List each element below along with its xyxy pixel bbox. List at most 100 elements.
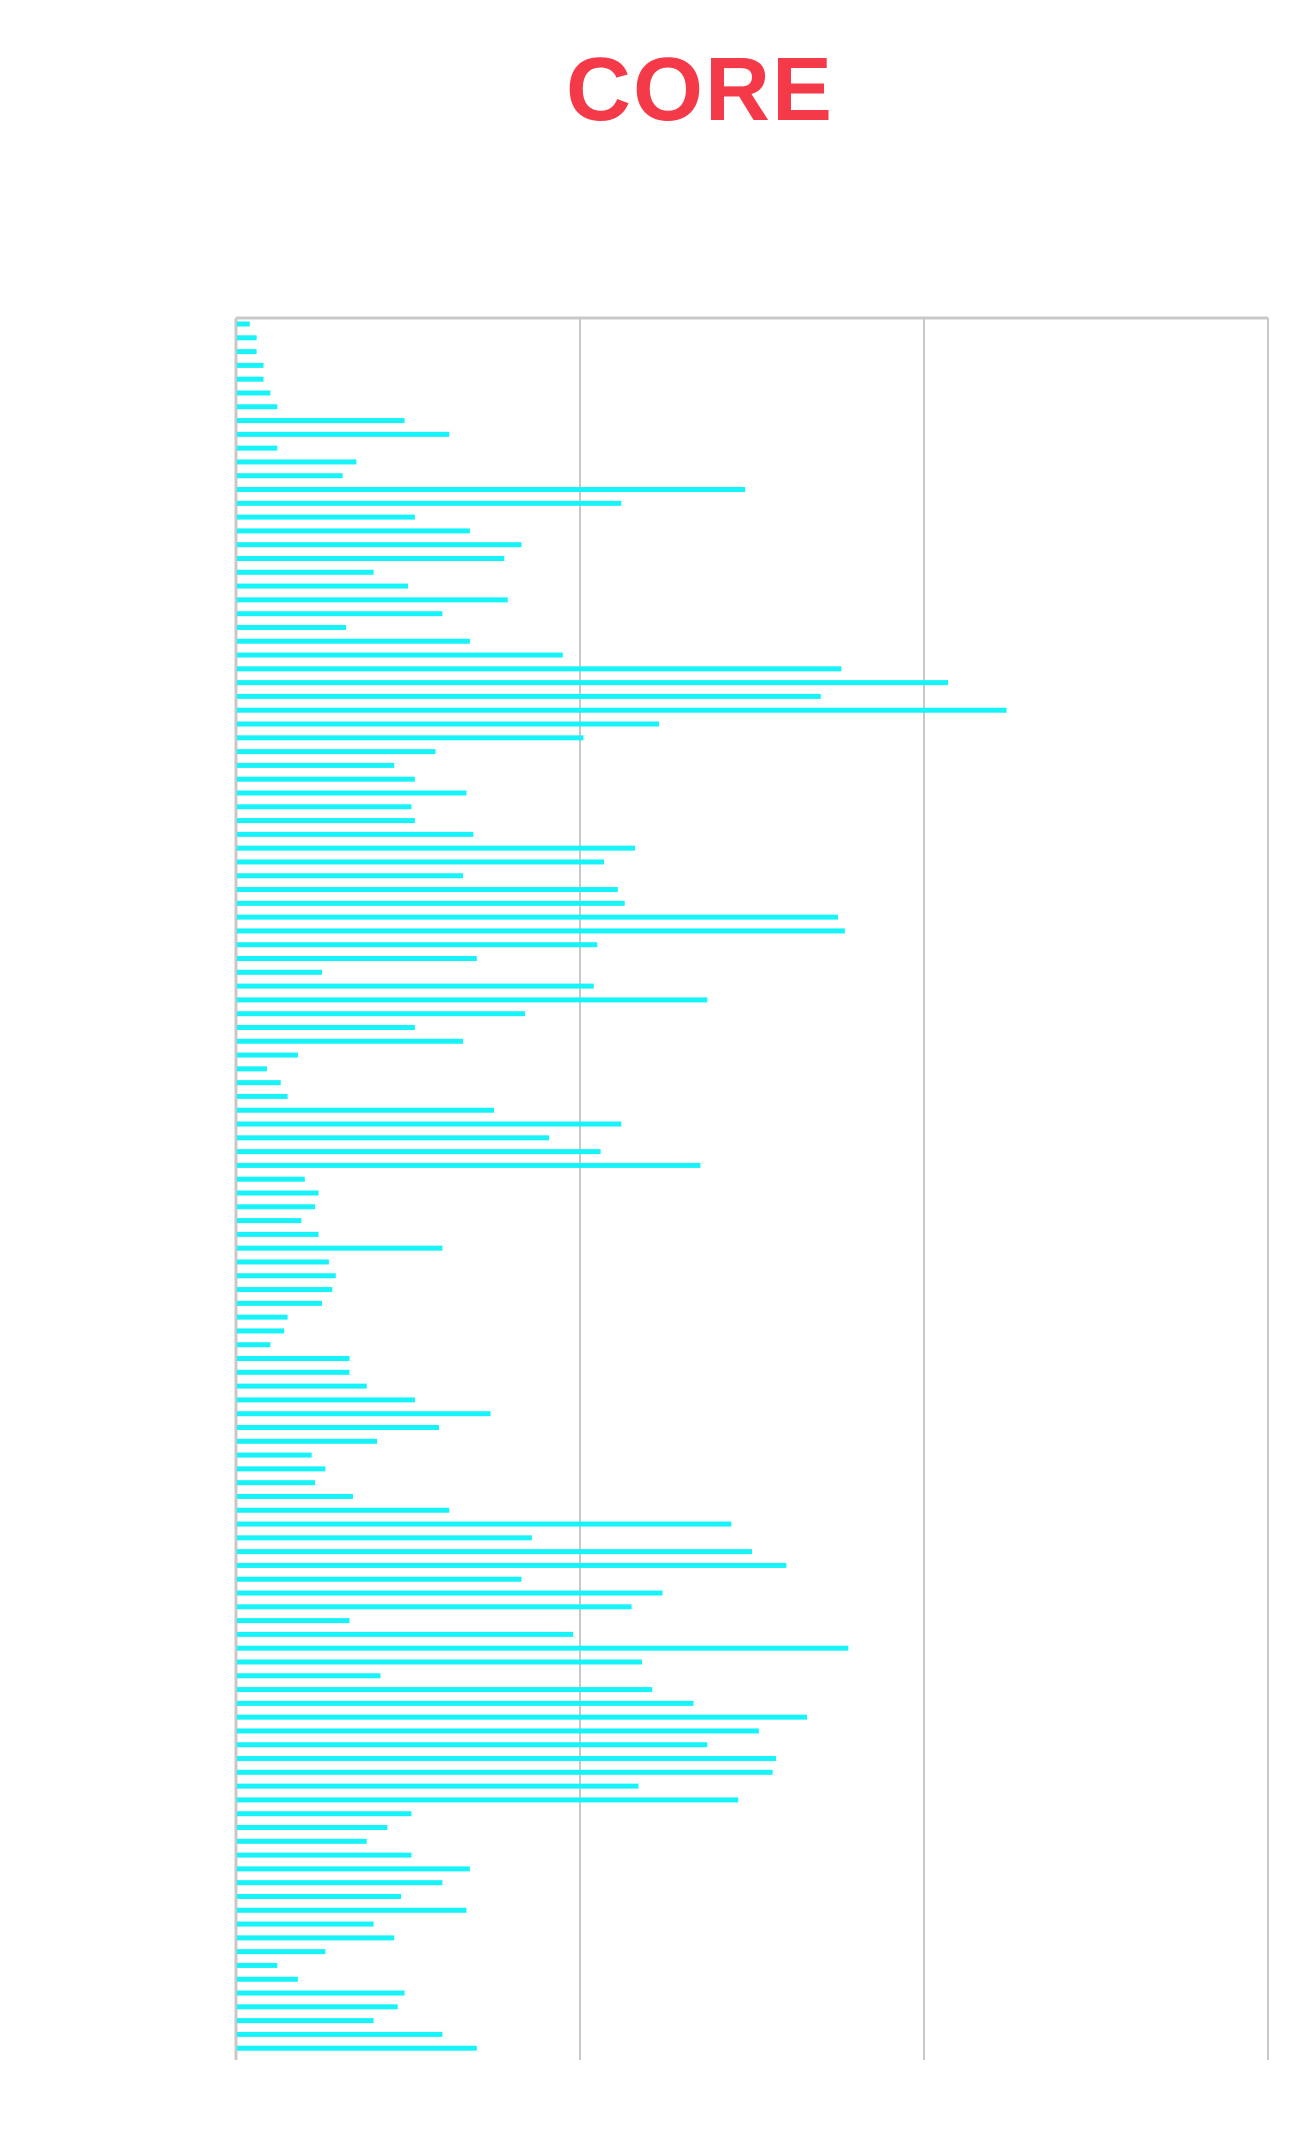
bar-27: [237, 693, 821, 699]
bar-56: [237, 1093, 288, 1099]
bar-87: [237, 1521, 732, 1527]
bar-97: [237, 1659, 642, 1665]
bar-124: [237, 2031, 443, 2037]
bar-123: [237, 2018, 374, 2024]
bar-100: [237, 1700, 694, 1706]
bar-0: [237, 321, 250, 327]
bar-59: [237, 1135, 550, 1141]
bar-7: [237, 418, 405, 424]
bar-122: [237, 2004, 398, 2010]
bar-73: [237, 1328, 285, 1334]
bar-60: [237, 1149, 601, 1155]
bar-121: [237, 1990, 405, 1996]
bar-4: [237, 376, 264, 382]
bar-118: [237, 1949, 326, 1955]
bar-62: [237, 1176, 305, 1182]
bar-2: [237, 349, 257, 355]
bar-38: [237, 845, 636, 851]
bar-53: [237, 1052, 298, 1058]
bar-18: [237, 569, 374, 575]
bar-12: [237, 487, 746, 493]
bar-95: [237, 1631, 574, 1637]
bar-33: [237, 776, 415, 782]
bar-16: [237, 542, 522, 548]
bar-75: [237, 1356, 350, 1362]
bar-26: [237, 680, 949, 686]
bar-88: [237, 1535, 532, 1541]
bar-98: [237, 1673, 381, 1679]
bar-120: [237, 1976, 298, 1982]
bar-103: [237, 1742, 708, 1748]
bar-102: [237, 1728, 759, 1734]
bar-64: [237, 1204, 316, 1210]
bar-115: [237, 1907, 467, 1913]
bar-57: [237, 1107, 494, 1113]
bar-112: [237, 1866, 470, 1872]
bar-83: [237, 1466, 326, 1472]
bar-78: [237, 1397, 415, 1403]
bar-55: [237, 1080, 281, 1086]
bar-101: [237, 1714, 808, 1720]
bar-32: [237, 762, 395, 768]
bar-34: [237, 790, 467, 796]
bar-52: [237, 1038, 464, 1044]
bar-35: [237, 804, 412, 810]
bar-22: [237, 624, 347, 630]
bar-85: [237, 1493, 353, 1499]
bar-10: [237, 459, 357, 465]
grid-layer: [234, 316, 1269, 2060]
chart-title: CORE: [565, 40, 835, 140]
bar-layer: [237, 321, 1007, 2051]
bar-15: [237, 528, 470, 534]
bar-51: [237, 1024, 415, 1030]
bar-46: [237, 956, 477, 962]
bar-107: [237, 1797, 739, 1803]
bar-80: [237, 1424, 439, 1430]
bar-79: [237, 1411, 491, 1417]
bar-41: [237, 887, 618, 893]
bar-113: [237, 1880, 443, 1886]
bar-99: [237, 1687, 653, 1693]
bar-3: [237, 362, 264, 368]
bar-30: [237, 735, 584, 741]
bar-36: [237, 818, 415, 824]
bar-67: [237, 1245, 443, 1251]
bar-63: [237, 1190, 319, 1196]
bar-20: [237, 597, 508, 603]
bar-69: [237, 1273, 336, 1279]
bar-61: [237, 1162, 701, 1168]
bar-54: [237, 1066, 267, 1072]
bar-5: [237, 390, 271, 396]
bar-105: [237, 1769, 773, 1775]
bar-110: [237, 1838, 367, 1844]
bar-37: [237, 831, 474, 837]
bar-19: [237, 583, 408, 589]
bar-106: [237, 1783, 639, 1789]
bar-109: [237, 1825, 388, 1831]
bar-42: [237, 900, 625, 906]
bar-23: [237, 638, 470, 644]
bar-40: [237, 873, 464, 879]
bar-114: [237, 1893, 402, 1899]
bar-44: [237, 928, 845, 934]
bar-66: [237, 1231, 319, 1237]
bar-68: [237, 1259, 329, 1265]
bar-47: [237, 969, 322, 975]
bar-14: [237, 514, 415, 520]
bar-104: [237, 1756, 777, 1762]
bar-86: [237, 1507, 450, 1513]
bar-9: [237, 445, 278, 451]
bar-71: [237, 1300, 322, 1306]
bar-93: [237, 1604, 632, 1610]
bar-92: [237, 1590, 663, 1596]
bar-108: [237, 1811, 412, 1817]
bar-28: [237, 707, 1007, 713]
bar-6: [237, 404, 278, 410]
bar-125: [237, 2045, 477, 2051]
bar-43: [237, 914, 838, 920]
bar-72: [237, 1314, 288, 1320]
bar-82: [237, 1452, 312, 1458]
bar-119: [237, 1962, 278, 1968]
bar-76: [237, 1369, 350, 1375]
bar-70: [237, 1287, 333, 1293]
